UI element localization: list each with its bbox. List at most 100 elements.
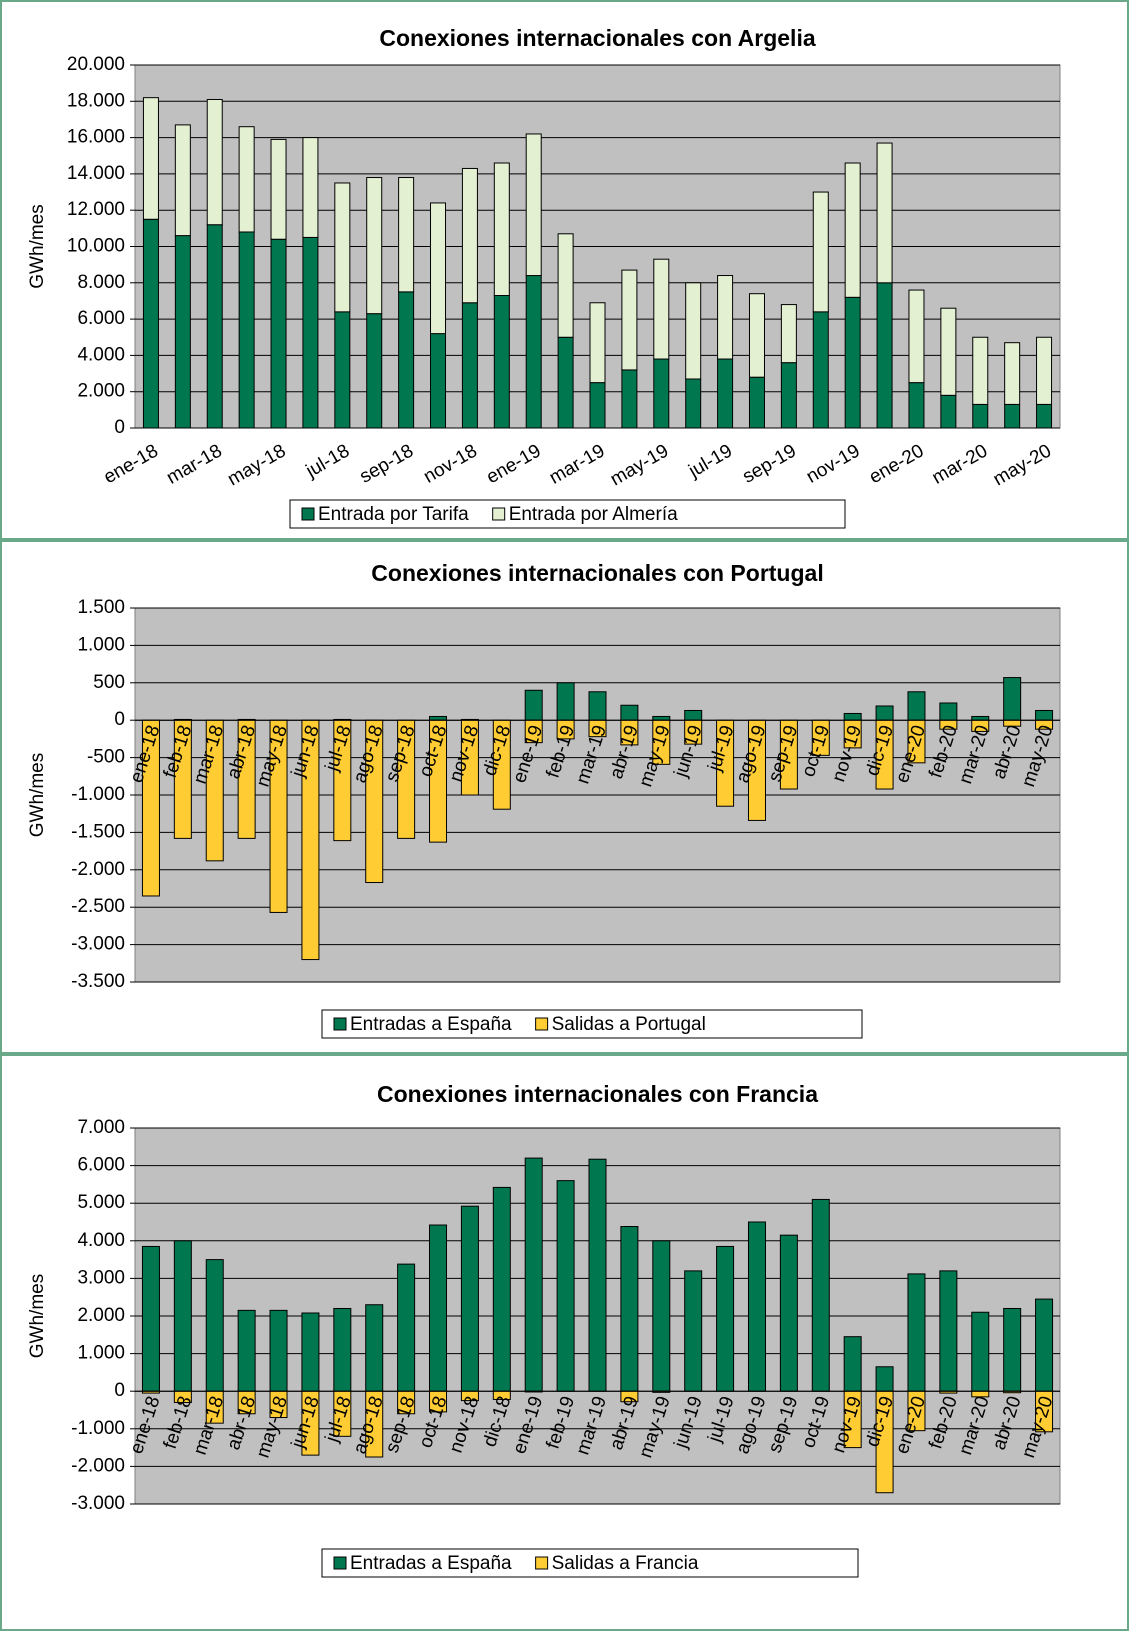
bar — [875, 705, 894, 721]
bar — [492, 1186, 511, 1392]
bar-segment — [876, 282, 893, 429]
bar — [429, 715, 448, 721]
y-tick-label: 8.000 — [77, 272, 125, 293]
x-tick-label: may-18 — [224, 440, 289, 490]
bar-segment — [366, 313, 383, 429]
y-tick-label: 6.000 — [77, 1155, 125, 1176]
legend-box — [321, 1548, 859, 1578]
bar — [141, 1245, 160, 1392]
bar — [971, 715, 990, 721]
bar-segment — [461, 302, 478, 429]
bar-segment — [748, 376, 765, 429]
bar-segment — [844, 162, 861, 298]
bar-segment — [1004, 403, 1021, 429]
bar — [652, 715, 671, 721]
bar — [1003, 1307, 1022, 1392]
bar-segment — [142, 218, 159, 429]
bar — [588, 1158, 607, 1392]
y-tick-label: -3.000 — [71, 934, 125, 955]
bar-segment — [493, 162, 510, 297]
bar-segment — [334, 311, 351, 429]
y-tick-label: 18.000 — [67, 90, 125, 111]
y-tick-label: -1.000 — [71, 1418, 125, 1439]
x-tick-label: may-19 — [607, 440, 672, 490]
chart-title: Conexiones internacionales con Portugal — [371, 560, 823, 586]
legend-swatch — [333, 1017, 347, 1031]
panel-border — [0, 540, 1129, 1054]
legend-label: Entradas a España — [350, 1553, 512, 1574]
x-tick-label: jul-18 — [302, 440, 354, 482]
y-tick-label: -500 — [87, 747, 125, 768]
bar-segment — [876, 142, 893, 284]
bar-segment — [1004, 342, 1021, 405]
x-tick-label: nov-19 — [803, 440, 864, 487]
x-tick-label: sep-18 — [356, 440, 417, 487]
bar-segment — [270, 238, 287, 429]
x-tick-label: may-20 — [990, 440, 1055, 490]
legend-label: Salidas a Portugal — [552, 1014, 706, 1035]
bar — [939, 1270, 958, 1392]
bar — [875, 1366, 894, 1392]
chart-title: Conexiones internacionales con Francia — [377, 1081, 818, 1107]
bar-segment — [398, 291, 415, 429]
bar — [588, 691, 607, 721]
bar-segment — [270, 138, 287, 240]
y-tick-label: 4.000 — [77, 1230, 125, 1251]
bar — [1035, 709, 1054, 721]
y-tick-label: -3.500 — [71, 971, 125, 992]
bar-segment — [557, 336, 574, 429]
y-tick-label: 500 — [93, 672, 125, 693]
x-tick-label: ene-20 — [866, 440, 928, 488]
bar-segment — [302, 236, 319, 429]
bar-segment — [685, 378, 702, 429]
bar-segment — [430, 333, 447, 429]
bar — [971, 1311, 990, 1392]
bar — [365, 1304, 384, 1392]
y-tick-label: 5.000 — [77, 1192, 125, 1213]
bar-segment — [972, 403, 989, 429]
y-tick-label: 2.000 — [77, 381, 125, 402]
bar-segment — [780, 304, 797, 364]
bar-segment — [206, 224, 223, 429]
y-axis-label: GWh/mes — [27, 1274, 48, 1358]
y-tick-label: 7.000 — [77, 1117, 125, 1138]
legend-swatch — [301, 507, 315, 521]
y-tick-label: 2.000 — [77, 1305, 125, 1326]
bar — [460, 1205, 479, 1392]
bar — [269, 1309, 288, 1392]
y-tick-label: 1.500 — [77, 597, 125, 618]
legend-box — [321, 1009, 863, 1039]
legend-swatch — [492, 507, 506, 521]
bar — [747, 1221, 766, 1392]
bar — [716, 1245, 735, 1392]
bar-segment — [812, 191, 829, 313]
bar-segment — [525, 133, 542, 277]
bar — [907, 1273, 926, 1392]
bar — [939, 702, 958, 721]
bar-segment — [908, 382, 925, 429]
bar-segment — [908, 289, 925, 384]
bar-segment — [557, 233, 574, 338]
bar-segment — [589, 302, 606, 384]
x-tick-label: mar-20 — [929, 440, 992, 488]
bar-segment — [398, 177, 415, 293]
bar — [333, 1307, 352, 1392]
y-tick-label: 20.000 — [67, 54, 125, 75]
legend-swatch — [535, 1556, 549, 1570]
y-tick-label: -1.500 — [71, 821, 125, 842]
bar — [843, 1336, 862, 1392]
y-tick-label: 0 — [114, 1380, 125, 1401]
bar — [907, 691, 926, 721]
bar-segment — [1036, 403, 1053, 429]
bar-segment — [238, 231, 255, 429]
bar — [652, 1240, 671, 1392]
bar — [173, 1240, 192, 1392]
panel-border — [0, 0, 1129, 540]
bar-segment — [493, 295, 510, 429]
bar-segment — [302, 137, 319, 238]
y-tick-label: 0 — [114, 417, 125, 438]
bar-segment — [844, 296, 861, 429]
bar — [684, 1270, 703, 1392]
y-tick-label: -2.000 — [71, 859, 125, 880]
y-axis-label: GWh/mes — [27, 753, 48, 837]
